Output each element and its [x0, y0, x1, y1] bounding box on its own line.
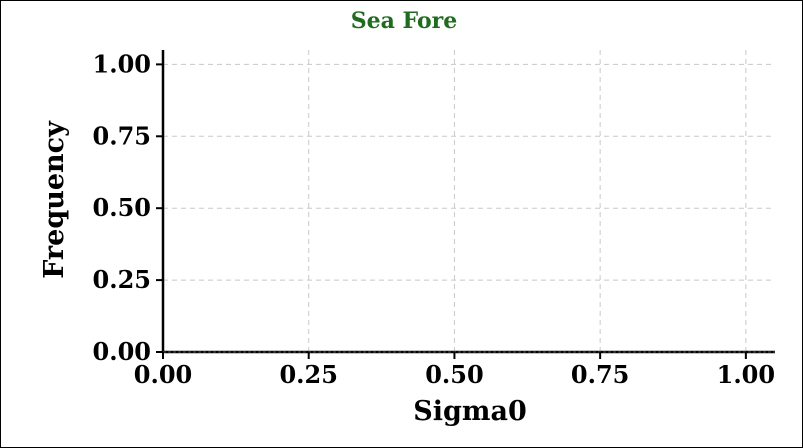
x-tick-label: 0.25	[279, 360, 337, 389]
y-tick-label: 0.50	[93, 193, 151, 222]
x-tick-label: 0.75	[571, 360, 629, 389]
y-tick-label: 0.00	[93, 337, 151, 366]
x-tick-label: 0.00	[134, 360, 192, 389]
y-axis-ticks: 0.00 0.25 0.50 0.75 1.00	[93, 49, 163, 366]
chart-title: Sea Fore	[351, 8, 457, 34]
axes	[161, 50, 775, 354]
x-axis-label: Sigma0	[413, 396, 526, 427]
x-tick-label: 0.50	[425, 360, 483, 389]
x-tick-label: 1.00	[717, 360, 775, 389]
y-tick-label: 0.75	[93, 121, 151, 150]
y-tick-label: 0.25	[93, 265, 151, 294]
x-axis-ticks: 0.00 0.25 0.50 0.75 1.00	[134, 352, 775, 389]
y-tick-label: 1.00	[93, 49, 151, 78]
y-axis-label: Frequency	[39, 120, 70, 279]
grid-lines	[162, 50, 775, 353]
